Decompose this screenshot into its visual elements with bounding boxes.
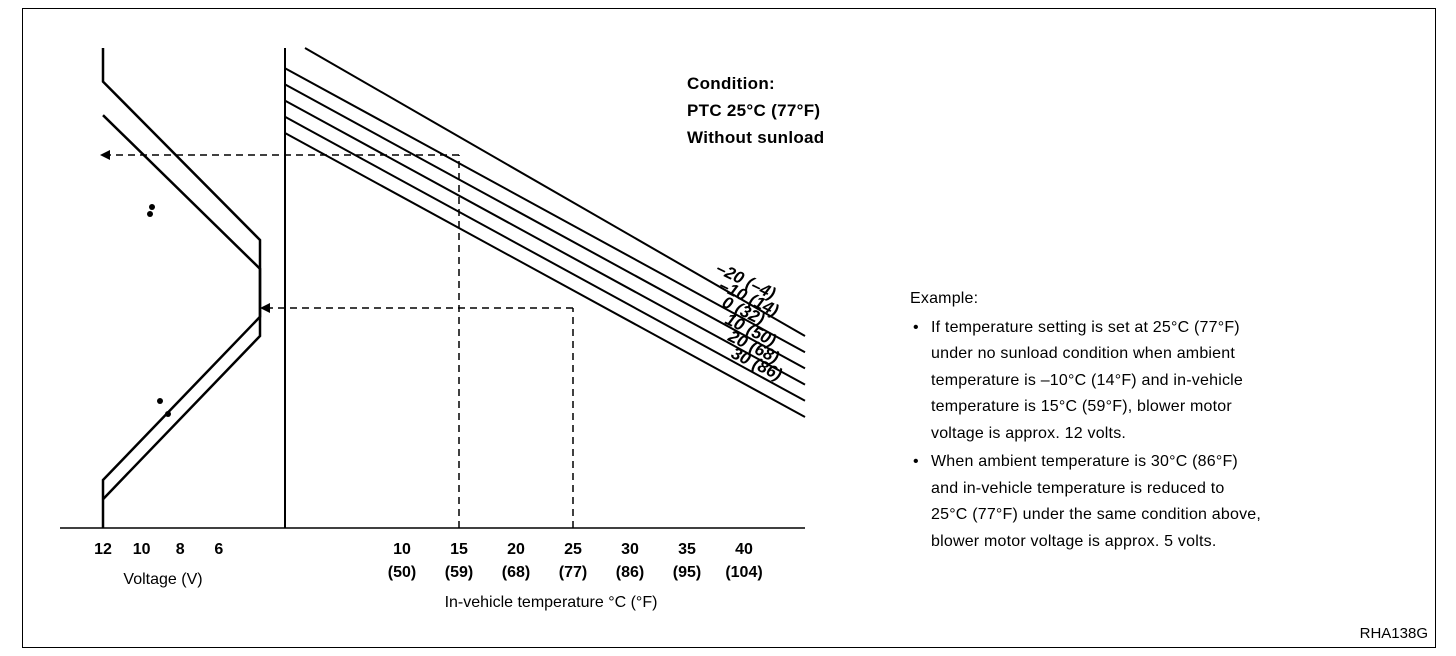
example-bullet-2: • When ambient temperature is 30°C (86°F… bbox=[910, 449, 1410, 555]
voltage-axis-label: Voltage (V) bbox=[123, 571, 202, 588]
ambient-temperature-lines: –20 (–4)–10 (14)0 (32)10 (50)20 (68)30 (… bbox=[284, 47, 806, 418]
figure-frame bbox=[22, 8, 1436, 648]
temperature-tick-label-f: (104) bbox=[725, 564, 762, 581]
chart-axes bbox=[60, 48, 805, 529]
ambient-line bbox=[284, 67, 806, 354]
temperature-tick-label-f: (59) bbox=[445, 564, 473, 581]
ambient-line bbox=[284, 132, 806, 418]
guide-arrowhead bbox=[260, 303, 270, 313]
voltage-tick-label: 12 bbox=[94, 541, 112, 558]
example-guide-lines bbox=[100, 150, 574, 528]
temperature-tick-label-c: 25 bbox=[564, 541, 582, 558]
example-bullet-2-line: 25°C (77°F) under the same condition abo… bbox=[931, 506, 1262, 523]
ambient-line bbox=[304, 47, 806, 337]
bullet-dot: • bbox=[913, 318, 919, 336]
curve-direction-arrow bbox=[157, 398, 163, 404]
ambient-line bbox=[284, 99, 806, 386]
guide-arrowhead bbox=[100, 150, 110, 160]
temperature-tick-label-c: 10 bbox=[393, 541, 411, 558]
example-bullet-1: • If temperature setting is set at 25°C … bbox=[910, 315, 1410, 448]
example-bullet-1-line: temperature is 15°C (59°F), blower motor bbox=[931, 398, 1232, 415]
example-notes: Example: • If temperature setting is set… bbox=[910, 286, 1410, 555]
temperature-tick-label-f: (95) bbox=[673, 564, 701, 581]
bullet-dot: • bbox=[913, 453, 919, 470]
temperature-tick-label-c: 20 bbox=[507, 541, 525, 558]
voltage-tick-label: 8 bbox=[176, 541, 185, 558]
temperature-tick-label-f: (86) bbox=[616, 564, 644, 581]
condition-ptc: PTC 25°C (77°F) bbox=[687, 101, 821, 120]
voltage-tick-label: 6 bbox=[214, 541, 223, 558]
condition-heading: Condition: bbox=[687, 74, 775, 93]
example-heading: Example: bbox=[910, 290, 979, 307]
temperature-tick-label-c: 15 bbox=[450, 541, 468, 558]
voltage-curve-series bbox=[101, 48, 262, 528]
axis-tick-labels: 12 10 8 6 10 (50) 15 (59) 20 (68) 25 (77) 30 (86) 35 (9… bbox=[94, 541, 763, 581]
condition-sunload: Without sunload bbox=[687, 128, 825, 147]
temperature-tick-label-c: 35 bbox=[678, 541, 696, 558]
example-bullet-1-line: If temperature setting is set at 25°C (7… bbox=[931, 318, 1240, 336]
ambient-line bbox=[284, 83, 806, 370]
example-bullet-2-line: and in-vehicle temperature is reduced to bbox=[931, 479, 1225, 497]
ambient-line bbox=[284, 115, 806, 402]
temperature-tick-label-c: 40 bbox=[735, 541, 753, 558]
temperature-tick-label-f: (77) bbox=[559, 564, 587, 581]
temperature-tick-label-f: (68) bbox=[502, 564, 530, 581]
curve-direction-arrow bbox=[147, 211, 153, 217]
voltage-hysteresis-curve bbox=[101, 48, 262, 528]
temperature-tick-label-f: (50) bbox=[388, 564, 416, 581]
example-bullet-2-line: When ambient temperature is 30°C (86°F) bbox=[931, 453, 1238, 470]
temperature-tick-label-c: 30 bbox=[621, 541, 639, 558]
temperature-axis-label: In-vehicle temperature °C (°F) bbox=[445, 594, 658, 611]
figure-id: RHA138G bbox=[1359, 625, 1428, 642]
curve-direction-arrow bbox=[149, 204, 155, 210]
example-bullet-1-line: voltage is approx. 12 volts. bbox=[931, 424, 1127, 442]
voltage-tick-label: 10 bbox=[133, 541, 151, 558]
example-bullet-2-line: blower motor voltage is approx. 5 volts. bbox=[931, 532, 1217, 550]
curve-direction-arrow bbox=[165, 411, 171, 417]
example-bullet-1-line: under no sunload condition when ambient bbox=[931, 345, 1236, 362]
example-bullet-1-line: temperature is –10°C (14°F) and in-vehic… bbox=[931, 371, 1244, 389]
voltage-curve-series bbox=[102, 114, 262, 501]
